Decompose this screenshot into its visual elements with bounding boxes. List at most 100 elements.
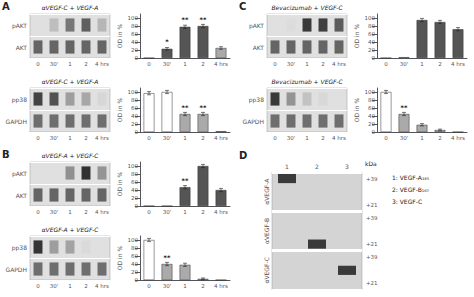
svg-text:pp38: pp38 (12, 244, 27, 252)
svg-text:30': 30' (287, 135, 296, 141)
svg-text:OD in %: OD in % (353, 24, 360, 49)
svg-text:0: 0 (147, 283, 151, 289)
svg-text:60: 60 (131, 253, 138, 259)
svg-text:40: 40 (131, 187, 138, 193)
svg-text:4 hrs: 4 hrs (451, 61, 465, 67)
svg-text:1: 1 (305, 61, 309, 67)
svg-text:+21: +21 (366, 202, 378, 208)
svg-text:pp38: pp38 (249, 96, 264, 104)
svg-text:4 hrs: 4 hrs (451, 135, 465, 141)
svg-text:60: 60 (131, 179, 138, 185)
svg-text:αVEGF-C: αVEGF-C (263, 257, 270, 283)
svg-text:2: 2 (84, 209, 88, 215)
svg-text:+39: +39 (366, 215, 378, 221)
svg-text:30': 30' (163, 135, 172, 141)
svg-text:40: 40 (131, 39, 138, 45)
svg-text:**: ** (164, 254, 171, 262)
svg-text:30': 30' (50, 209, 59, 215)
svg-text:+21: +21 (366, 280, 378, 286)
svg-text:100: 100 (128, 89, 139, 95)
svg-text:αVEGF-A + VEGF-C: αVEGF-A + VEGF-C (42, 226, 100, 233)
svg-text:0: 0 (36, 61, 40, 67)
svg-text:20: 20 (131, 269, 138, 275)
svg-text:2: 2 (84, 283, 88, 289)
svg-text:AKT: AKT (16, 44, 28, 51)
svg-text:1: VEGF-A₁₈₅: 1: VEGF-A₁₈₅ (392, 174, 430, 181)
svg-text:pAKT: pAKT (249, 22, 264, 30)
svg-text:2: 2 (201, 61, 205, 67)
svg-text:1: 1 (305, 135, 309, 141)
svg-text:**: ** (182, 177, 189, 185)
svg-text:80: 80 (131, 23, 138, 29)
svg-text:30': 30' (400, 61, 409, 67)
svg-text:4 hrs: 4 hrs (214, 61, 228, 67)
svg-text:100: 100 (128, 15, 139, 21)
svg-text:4 hrs: 4 hrs (95, 283, 109, 289)
svg-text:30': 30' (50, 283, 59, 289)
svg-text:20: 20 (368, 47, 375, 53)
svg-text:4 hrs: 4 hrs (95, 61, 109, 67)
svg-text:40: 40 (131, 261, 138, 267)
svg-text:0: 0 (147, 209, 151, 215)
svg-text:20: 20 (131, 121, 138, 127)
svg-text:0: 0 (372, 129, 376, 135)
svg-text:3: VEGF-C: 3: VEGF-C (392, 198, 422, 205)
svg-text:20: 20 (368, 121, 375, 127)
svg-text:Bevacizumab + VEGF-C: Bevacizumab + VEGF-C (271, 4, 343, 11)
svg-text:**: ** (182, 16, 189, 24)
svg-text:2: 2 (315, 163, 319, 170)
svg-text:+39: +39 (366, 254, 378, 260)
svg-text:4 hrs: 4 hrs (95, 135, 109, 141)
svg-text:D: D (239, 150, 247, 161)
svg-text:0: 0 (36, 283, 40, 289)
svg-text:4 hrs: 4 hrs (332, 61, 346, 67)
svg-text:0: 0 (36, 209, 40, 215)
svg-text:αVEGF-C + VEGF-A: αVEGF-C + VEGF-A (42, 78, 99, 85)
svg-text:OD in %: OD in % (116, 246, 123, 271)
svg-text:100: 100 (128, 237, 139, 243)
svg-text:2: 2 (201, 135, 205, 141)
svg-text:4 hrs: 4 hrs (95, 209, 109, 215)
svg-text:+21: +21 (366, 241, 378, 247)
svg-text:OD in %: OD in % (353, 98, 360, 123)
svg-text:4 hrs: 4 hrs (214, 135, 228, 141)
svg-text:1: 1 (420, 135, 424, 141)
svg-text:0: 0 (372, 55, 376, 61)
svg-text:2: 2 (321, 61, 325, 67)
svg-text:0: 0 (273, 135, 277, 141)
svg-text:60: 60 (368, 105, 375, 111)
svg-text:4 hrs: 4 hrs (214, 283, 228, 289)
svg-text:pp38: pp38 (12, 96, 27, 104)
svg-text:2: 2 (438, 61, 442, 67)
svg-text:80: 80 (131, 171, 138, 177)
svg-text:2: 2 (438, 135, 442, 141)
svg-text:1: 1 (285, 163, 289, 170)
svg-text:2: 2 (84, 61, 88, 67)
svg-text:40: 40 (131, 113, 138, 119)
svg-text:40: 40 (368, 39, 375, 45)
svg-text:αVEGF-B: αVEGF-B (263, 218, 270, 244)
svg-text:A: A (2, 1, 10, 12)
svg-text:100: 100 (365, 89, 376, 95)
svg-text:OD in %: OD in % (116, 172, 123, 197)
svg-text:30': 30' (287, 61, 296, 67)
svg-text:0: 0 (273, 61, 277, 67)
svg-text:30': 30' (400, 135, 409, 141)
svg-text:2: 2 (84, 135, 88, 141)
svg-text:1: 1 (183, 135, 187, 141)
svg-text:1: 1 (183, 61, 187, 67)
svg-text:0: 0 (135, 277, 139, 283)
svg-text:GAPDH: GAPDH (5, 266, 27, 273)
svg-text:80: 80 (131, 97, 138, 103)
svg-text:30': 30' (163, 283, 172, 289)
svg-text:+39: +39 (366, 176, 378, 182)
svg-text:1: 1 (183, 209, 187, 215)
svg-text:30': 30' (50, 61, 59, 67)
svg-text:30': 30' (163, 61, 172, 67)
svg-text:0: 0 (135, 129, 139, 135)
svg-text:1: 1 (183, 283, 187, 289)
svg-text:60: 60 (131, 105, 138, 111)
svg-text:OD in %: OD in % (116, 24, 123, 49)
svg-text:GAPDH: GAPDH (5, 118, 27, 125)
svg-text:AKT: AKT (253, 44, 265, 51)
